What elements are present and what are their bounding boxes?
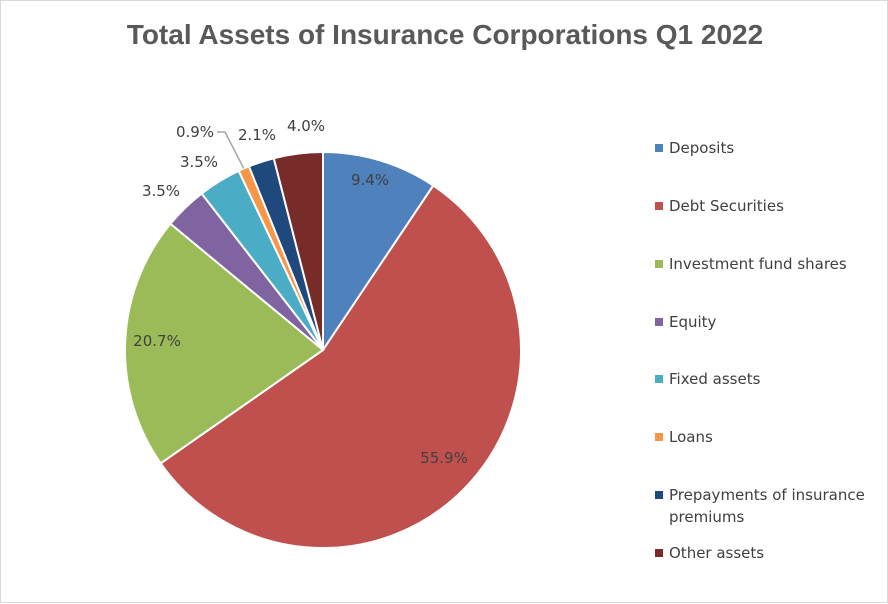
- legend-swatch: [655, 549, 663, 557]
- chart-title: Total Assets of Insurance Corporations Q…: [126, 19, 764, 50]
- legend-item-investment-fund-shares: Investment fund shares: [655, 253, 880, 275]
- legend-swatch: [655, 433, 663, 441]
- legend-label: Fixed assets: [669, 370, 761, 388]
- legend-swatch: [655, 318, 663, 326]
- legend-swatch: [655, 144, 663, 152]
- legend-item-fixed-assets: Fixed assets: [655, 368, 880, 390]
- pie-slice-other-assets: [272, 150, 324, 351]
- legend-item-prepayments-of-insurance-premiums: Prepayments of insurance premiums: [655, 484, 880, 528]
- legend-item-deposits: Deposits: [655, 137, 880, 159]
- legend-label: Prepayments of insurance premiums: [669, 486, 865, 526]
- legend-swatch: [655, 202, 663, 210]
- legend-item-loans: Loans: [655, 426, 880, 448]
- legend-label: Investment fund shares: [669, 255, 847, 273]
- data-labels: 9.4% 55.9% 20.7% 3.5%3.5% 0.9% 2.1% 4.0%: [133, 117, 468, 467]
- data-label-equity: 3.5%: [142, 182, 180, 200]
- data-label-deposits: 9.4%: [351, 171, 389, 189]
- pie-slices: [124, 150, 522, 549]
- pie-slice-debt-securities: [159, 184, 522, 549]
- data-label-prepayments-of-insurance-premiums: 2.1%: [238, 126, 276, 144]
- data-label-fixed-assets: 3.5%: [180, 153, 218, 171]
- legend-swatch: [655, 260, 663, 268]
- leader-lines: [217, 131, 245, 169]
- legend-item-other-assets: Other assets: [655, 542, 880, 564]
- legend-swatch: [655, 375, 663, 383]
- legend-item-equity: Equity: [655, 311, 880, 333]
- data-label-loans: 0.9%: [176, 123, 214, 141]
- legend-label: Equity: [669, 313, 717, 331]
- pie-slice-deposits: [322, 150, 435, 354]
- leader-line-loans: [217, 131, 245, 169]
- legend-label: Deposits: [669, 139, 735, 157]
- legend-item-debt-securities: Debt Securities: [655, 195, 880, 217]
- data-label-investment-fund-shares: 20.7%: [133, 332, 181, 350]
- legend-label: Loans: [669, 428, 713, 446]
- pie-slice-investment-fund-shares: [124, 222, 325, 465]
- legend-label: Other assets: [669, 544, 765, 562]
- data-label-other-assets: 4.0%: [287, 117, 325, 135]
- legend-swatch: [655, 491, 663, 499]
- data-label-debt-securities: 55.9%: [420, 449, 468, 467]
- legend-label: Debt Securities: [669, 197, 784, 215]
